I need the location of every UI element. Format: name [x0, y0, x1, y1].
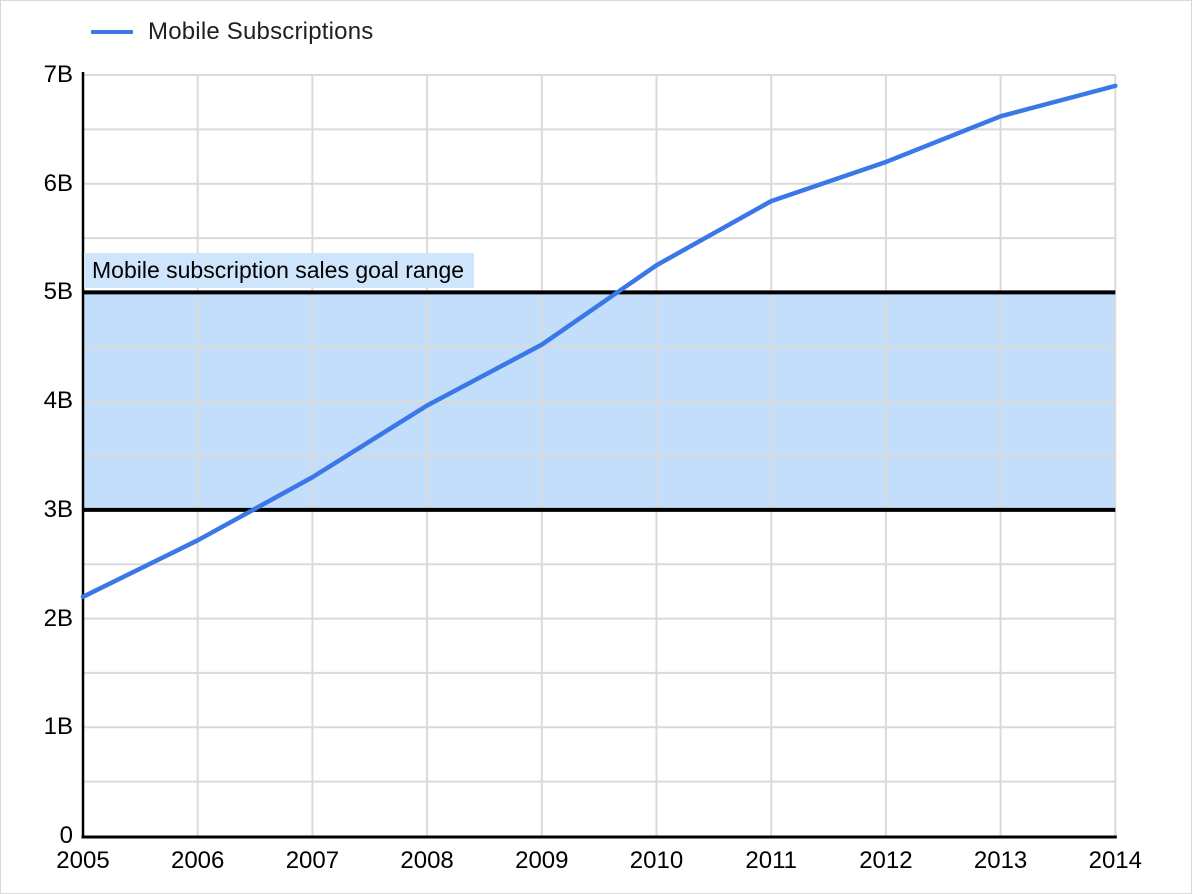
legend: Mobile Subscriptions — [91, 18, 373, 46]
legend-line-swatch — [91, 30, 133, 34]
series-line-mobile-subscriptions — [80, 83, 1118, 600]
legend-label: Mobile Subscriptions — [148, 18, 374, 45]
goal-range-annotation-label: Mobile subscription sales goal range — [84, 253, 475, 289]
